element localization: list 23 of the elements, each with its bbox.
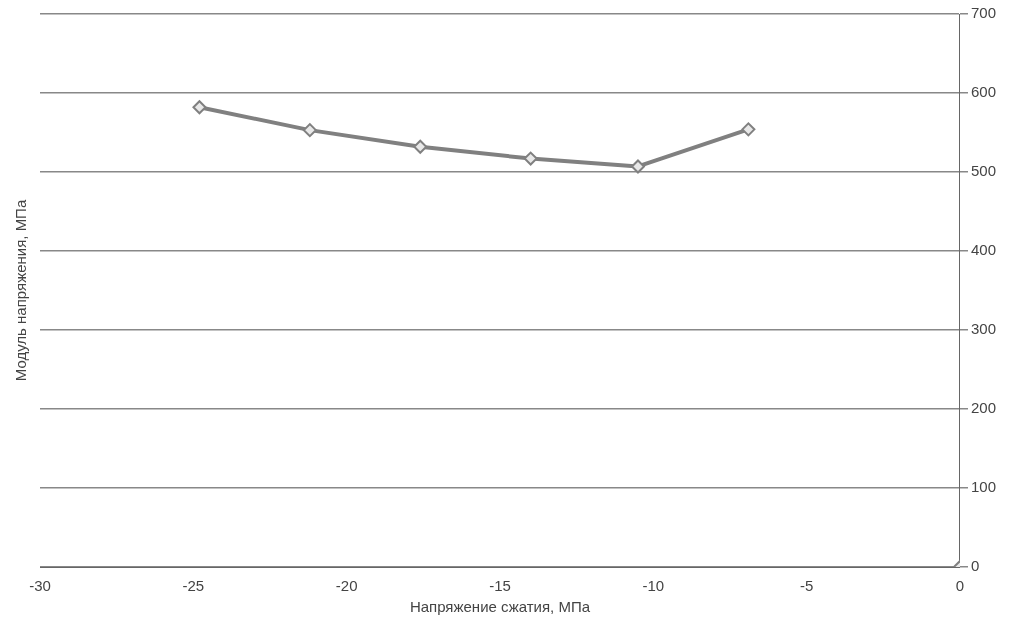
y-tick-label: 400 [970,241,996,259]
y-axis-title: Модуль напряжения, МПа [12,199,30,382]
point [192,100,207,115]
x-tick-label: -5 [799,577,814,595]
y-tick-label: 300 [970,320,996,338]
point [302,123,317,138]
x-tick-label: -20 [335,577,358,595]
y-tick-label: 100 [970,478,996,496]
point [523,151,538,166]
x-tick-label: -30 [29,577,51,595]
x-tick-label: -25 [182,577,205,595]
point [630,159,645,174]
y-tick-label: 0 [970,557,980,575]
x-tick-label: -10 [642,577,665,595]
x-tick-label: 0 [955,577,965,595]
y-tick-label: 200 [970,399,996,417]
y-tick-label: 700 [970,4,996,22]
x-axis-title: Напряжение сжатия, МПа [409,598,591,616]
point [741,122,756,137]
y-tick-label: 600 [970,83,996,101]
x-tick-label: -15 [489,577,511,595]
point [413,139,428,154]
y-tick-label: 500 [970,162,996,180]
